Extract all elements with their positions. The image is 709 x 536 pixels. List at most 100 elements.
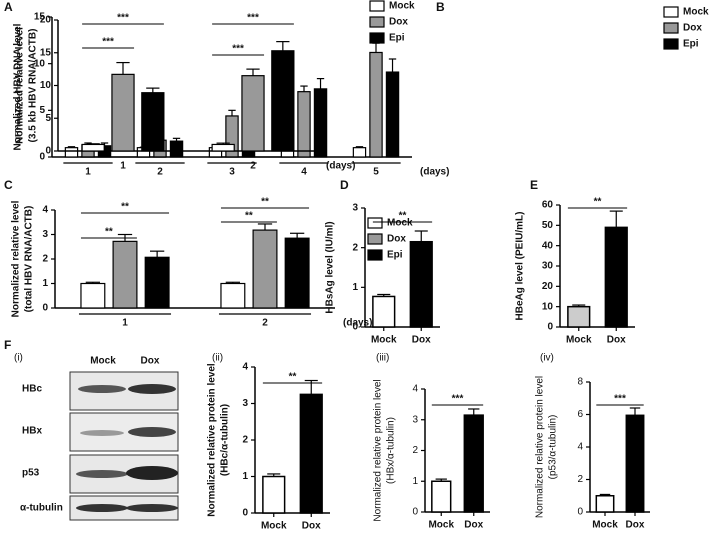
legend-label: Dox (683, 23, 702, 34)
significance-label: ** (105, 227, 113, 238)
x-axis-label: (days) (326, 161, 355, 172)
y-axis-label: HBsAg level (IU/ml) (325, 221, 336, 313)
y-tick-label: 4 (42, 205, 48, 216)
legend-swatch (663, 6, 679, 18)
x-axis-label: (days) (343, 318, 372, 329)
y-axis-label: Normalized relative protein level (535, 376, 546, 518)
bar (297, 91, 311, 158)
x-tick-label: 2 (262, 318, 268, 329)
y-tick-label: 0 (352, 322, 358, 333)
y-axis-label: HBeAg level (PEIU/mL) (515, 212, 526, 321)
y-axis-label: Normalized relative level (15, 27, 26, 144)
y-tick-label: 6 (577, 409, 583, 420)
y-tick-label: 2 (242, 435, 248, 446)
x-axis-label: (days) (420, 167, 449, 178)
y-tick-label: 8 (577, 377, 583, 388)
y-tick-label: 10 (40, 80, 52, 91)
legend-label: Dox (387, 234, 406, 245)
significance-label: *** (102, 37, 114, 48)
x-tick-label: 1 (85, 167, 91, 178)
legend-swatch (367, 249, 383, 261)
y-tick-label: 50 (542, 220, 554, 231)
y-tick-label: 40 (542, 240, 554, 251)
y-tick-label: 2 (42, 254, 48, 265)
y-tick-label: 10 (34, 58, 46, 69)
x-tick-label: 5 (373, 167, 379, 178)
significance-label: ** (399, 211, 407, 222)
bar (80, 282, 106, 309)
panel-label: A (4, 0, 13, 14)
y-tick-label: 1 (352, 282, 358, 293)
panel-label: E (530, 178, 538, 192)
x-tick-label: 2 (157, 167, 163, 178)
bar (299, 393, 323, 514)
y-tick-label: 20 (542, 281, 554, 292)
x-tick-label: 3 (229, 167, 235, 178)
bar (81, 143, 105, 152)
y-axis-label: Normalized relative level (11, 200, 22, 317)
legend-swatch (369, 16, 385, 28)
bar (352, 147, 367, 158)
y-tick-label: 0 (39, 152, 45, 163)
y-tick-label: 5 (45, 113, 51, 124)
bar (385, 71, 400, 158)
y-tick-label: 30 (542, 261, 554, 272)
y-axis-label: Normalized HBV DNA level (13, 23, 24, 150)
y-tick-label: 15 (40, 47, 52, 58)
x-tick-label: Mock (428, 520, 454, 531)
y-tick-label: 4 (242, 362, 248, 373)
legend-swatch (369, 0, 385, 12)
y-tick-label: 10 (542, 301, 554, 312)
bar (567, 305, 591, 328)
y-tick-label: 20 (40, 15, 52, 26)
bar (144, 256, 170, 309)
bar (262, 475, 286, 514)
y-axis-label: (HBc/α-tubulin) (220, 404, 231, 476)
y-tick-label: 1 (42, 278, 48, 289)
bar (595, 495, 615, 513)
bar (284, 237, 310, 309)
lane-label: Mock (90, 356, 116, 367)
x-tick-label: 2 (250, 161, 256, 172)
y-tick-label: 0 (547, 322, 553, 333)
panel-label: (i) (14, 353, 23, 364)
panel-label: (ii) (212, 353, 223, 364)
legend-label: Mock (387, 218, 413, 229)
x-tick-label: Dox (412, 335, 431, 346)
x-tick-label: 1 (120, 161, 126, 172)
x-tick-label: Dox (607, 335, 626, 346)
legend-label: Epi (389, 33, 405, 44)
y-tick-label: 1 (242, 471, 248, 482)
legend-swatch (369, 32, 385, 44)
blot-band (126, 466, 178, 480)
bar (604, 226, 628, 328)
bar (111, 73, 135, 152)
panel-label: C (4, 178, 13, 192)
protein-label: HBc (22, 384, 42, 395)
y-tick-label: 3 (42, 229, 48, 240)
y-tick-label: 3 (242, 398, 248, 409)
x-tick-label: Mock (566, 335, 592, 346)
x-tick-label: 1 (122, 318, 128, 329)
y-axis-label: (3.5 kb HBV RNA/ACTB) (28, 29, 39, 143)
blot-band (76, 504, 128, 512)
significance-label: ** (245, 211, 253, 222)
significance-label: *** (452, 394, 464, 405)
legend-label: Mock (683, 7, 709, 18)
y-tick-label: 15 (34, 12, 46, 23)
bar (625, 414, 645, 513)
western-blot: Mock Dox HBc HBx p53 α-tubulin (20, 356, 179, 521)
blot-band (76, 470, 128, 478)
bar (211, 143, 235, 152)
blot-band (126, 504, 178, 512)
x-tick-label: 4 (301, 167, 307, 178)
x-tick-label: Mock (592, 520, 618, 531)
blot-band (78, 385, 126, 393)
x-tick-label: Dox (302, 521, 321, 532)
y-tick-label: 0 (412, 507, 418, 518)
blot-band (128, 384, 176, 394)
significance-label: *** (117, 13, 129, 24)
y-axis-label: Normalized relative protein level (207, 363, 218, 517)
panel-label: B (436, 0, 445, 14)
